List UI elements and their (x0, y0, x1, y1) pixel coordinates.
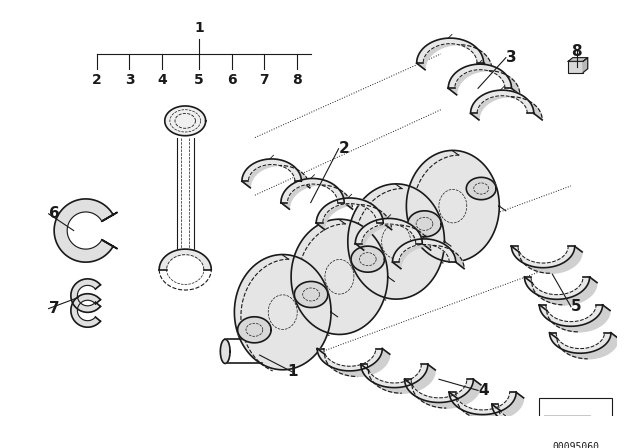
Polygon shape (159, 249, 211, 270)
Text: 6: 6 (49, 206, 60, 221)
Text: 4: 4 (157, 73, 167, 86)
Polygon shape (220, 339, 230, 363)
Text: 1: 1 (195, 22, 204, 35)
Polygon shape (317, 349, 382, 371)
Text: 2: 2 (339, 141, 349, 156)
Polygon shape (449, 392, 524, 420)
Polygon shape (281, 178, 353, 209)
Polygon shape (492, 405, 564, 431)
Text: 3: 3 (506, 50, 516, 65)
Polygon shape (351, 246, 385, 272)
Text: 7: 7 (259, 73, 269, 86)
Polygon shape (525, 277, 589, 299)
Polygon shape (102, 240, 117, 249)
Polygon shape (392, 239, 464, 269)
Text: 6: 6 (227, 73, 237, 86)
Polygon shape (294, 281, 328, 307)
Polygon shape (291, 219, 388, 335)
Polygon shape (406, 151, 499, 262)
Polygon shape (316, 198, 392, 229)
Polygon shape (470, 90, 542, 120)
Polygon shape (540, 305, 610, 332)
Polygon shape (583, 58, 588, 73)
Polygon shape (492, 405, 557, 426)
Polygon shape (544, 417, 604, 426)
Polygon shape (317, 349, 390, 376)
Text: 5: 5 (195, 73, 204, 86)
Polygon shape (361, 364, 428, 388)
Polygon shape (348, 184, 444, 299)
Text: 8: 8 (572, 43, 582, 59)
Polygon shape (541, 427, 610, 435)
Polygon shape (355, 219, 422, 244)
Text: 5: 5 (571, 299, 582, 314)
Bar (540, 398, 612, 437)
Polygon shape (417, 38, 484, 63)
Text: 8: 8 (292, 73, 301, 86)
Polygon shape (408, 211, 441, 237)
Polygon shape (467, 177, 496, 200)
Polygon shape (281, 178, 344, 202)
Polygon shape (102, 212, 117, 221)
Polygon shape (568, 58, 588, 61)
Polygon shape (540, 305, 603, 326)
Polygon shape (392, 239, 456, 262)
Polygon shape (470, 90, 534, 113)
Polygon shape (404, 379, 474, 402)
Polygon shape (449, 392, 516, 414)
Polygon shape (361, 364, 435, 393)
Text: 4: 4 (478, 383, 489, 398)
Bar (568, 61, 583, 73)
Text: 1: 1 (287, 364, 298, 379)
Polygon shape (242, 159, 301, 181)
Text: 7: 7 (49, 301, 59, 316)
Polygon shape (54, 199, 113, 262)
Polygon shape (417, 38, 492, 70)
Text: 00095060: 00095060 (552, 443, 599, 448)
Polygon shape (404, 379, 481, 408)
Polygon shape (71, 294, 100, 327)
Polygon shape (164, 106, 205, 136)
Polygon shape (448, 64, 520, 95)
Polygon shape (550, 333, 618, 359)
Polygon shape (355, 219, 431, 250)
Polygon shape (511, 246, 582, 273)
Polygon shape (511, 246, 575, 268)
Polygon shape (525, 277, 597, 305)
Polygon shape (448, 64, 511, 88)
Polygon shape (316, 198, 383, 223)
Text: 3: 3 (125, 73, 134, 86)
Text: 2: 2 (92, 73, 102, 86)
Polygon shape (242, 159, 310, 188)
Polygon shape (71, 279, 100, 312)
Polygon shape (237, 317, 271, 343)
Polygon shape (234, 254, 331, 370)
Polygon shape (550, 333, 611, 353)
